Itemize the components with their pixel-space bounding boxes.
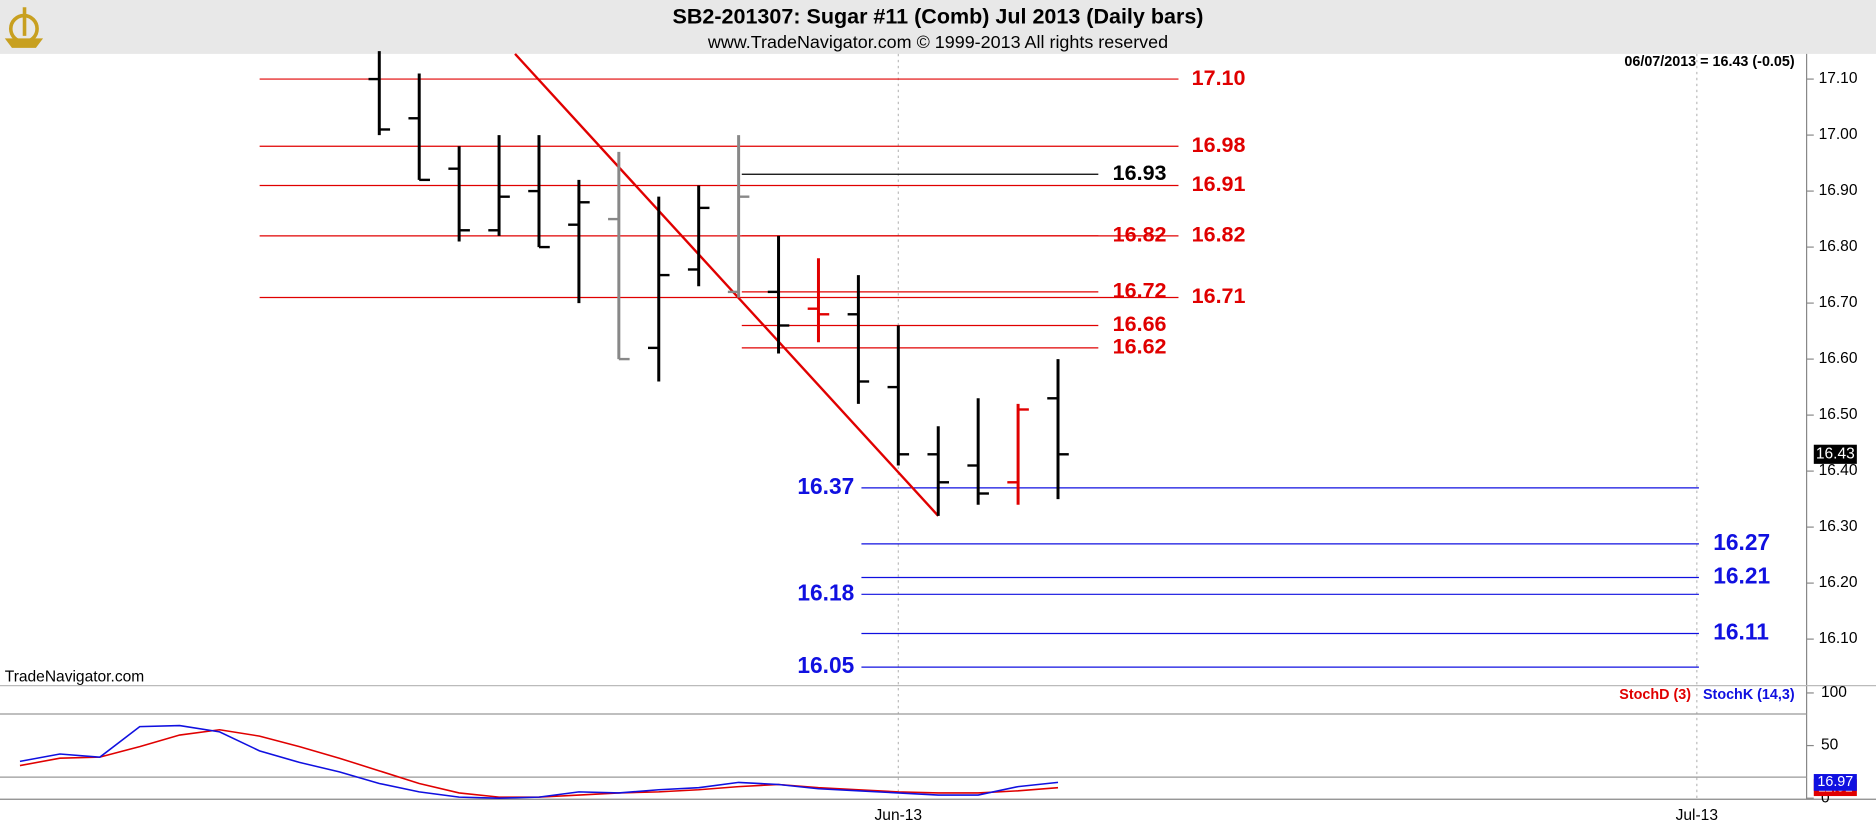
x-tick-label: Jul-13 — [1676, 807, 1718, 824]
y-tick-label: 16.20 — [1819, 574, 1858, 591]
stoch-line — [19, 729, 1059, 798]
level-label: 16.11 — [1713, 619, 1769, 645]
level-label: 16.71 — [1192, 284, 1246, 308]
y-tick-label: 16.10 — [1819, 630, 1858, 647]
level-label: 16.82 — [1192, 223, 1246, 247]
y-tick-label: 50 — [1821, 737, 1839, 754]
trendline — [514, 53, 940, 517]
price-annotation: 06/07/2013 = 16.43 (-0.05) — [1624, 54, 1794, 70]
last-value-label: 16.97 — [1817, 774, 1853, 790]
logo — [4, 7, 44, 48]
header-bg — [0, 0, 1876, 54]
level-label: 16.98 — [1192, 133, 1246, 157]
y-tick-label: 16.80 — [1819, 238, 1858, 255]
stoch-line — [19, 724, 1059, 799]
y-tick-label: 16.60 — [1819, 350, 1858, 367]
level-label: 16.27 — [1713, 529, 1770, 555]
title: SB2-201307: Sugar #11 (Comb) Jul 2013 (D… — [673, 5, 1204, 29]
level-label: 16.37 — [797, 473, 854, 499]
legend-label: StochK (14,3) — [1703, 687, 1795, 703]
last-price-box — [1813, 444, 1857, 464]
level-label: 17.10 — [1192, 66, 1246, 90]
y-tick-label: 16.40 — [1819, 462, 1858, 479]
y-tick-label: 16.70 — [1819, 294, 1858, 311]
level-label: 16.66 — [1113, 312, 1167, 336]
level-label: 16.18 — [797, 579, 854, 605]
x-tick-label: Jun-13 — [875, 807, 923, 824]
last-price-label: 16.43 — [1816, 445, 1855, 462]
level-label: 16.21 — [1713, 563, 1770, 589]
y-tick-label: 17.10 — [1819, 70, 1858, 87]
y-tick-label: 100 — [1821, 684, 1847, 701]
y-tick-label: 16.30 — [1819, 518, 1858, 535]
level-label: 16.62 — [1113, 335, 1167, 359]
level-label: 16.82 — [1113, 223, 1167, 247]
y-tick-label: 16.90 — [1819, 182, 1858, 199]
level-label: 16.93 — [1113, 161, 1167, 185]
subtitle: www.TradeNavigator.com © 1999-2013 All r… — [707, 32, 1168, 52]
last-value-box — [1813, 774, 1857, 791]
legend-label: StochD (3) — [1619, 687, 1691, 703]
watermark: TradeNavigator.com — [5, 668, 144, 685]
level-label: 16.05 — [797, 652, 854, 678]
y-tick-label: 16.50 — [1819, 406, 1858, 423]
level-label: 16.91 — [1192, 172, 1246, 196]
level-label: 16.72 — [1113, 279, 1167, 303]
y-tick-label: 0 — [1821, 789, 1830, 806]
y-tick-label: 17.00 — [1819, 126, 1858, 143]
